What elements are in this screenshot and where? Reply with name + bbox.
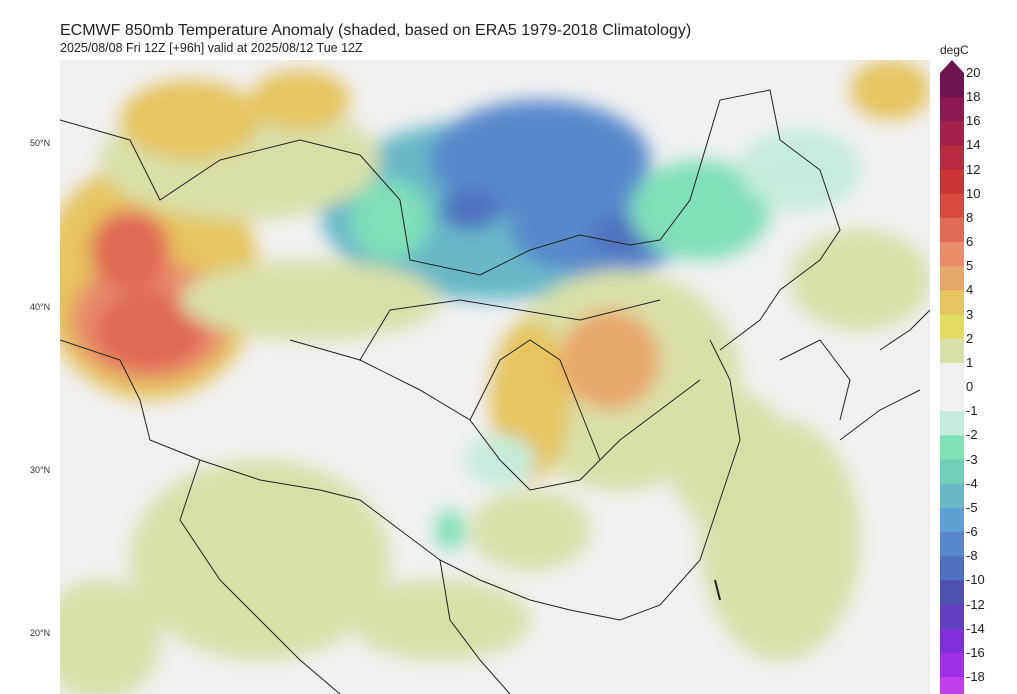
colorbar-tick-label: 2: [966, 330, 974, 346]
colorbar-tick-label: 1: [966, 354, 974, 370]
anomaly-region: [350, 580, 530, 660]
colorbar-tick-label: 10: [966, 185, 981, 201]
anomaly-region: [470, 490, 590, 570]
anomaly-region: [740, 130, 860, 210]
colorbar-tick-label: -6: [966, 524, 978, 540]
anomaly-region: [180, 260, 440, 340]
colorbar-tick-label: -12: [966, 596, 985, 612]
colorbar-bin: [940, 362, 964, 388]
colorbar-bin: [940, 556, 964, 581]
anomaly-region: [90, 210, 170, 290]
colorbar: [940, 60, 964, 694]
colorbar-tick-label: -1: [966, 403, 978, 419]
anomaly-region: [130, 460, 390, 660]
anomaly-region: [350, 180, 430, 260]
anomaly-region: [700, 420, 860, 660]
colorbar-tick-label: 6: [966, 234, 974, 250]
colorbar-bin: [940, 193, 964, 219]
anomaly-map: [60, 60, 930, 694]
colorbar-bin: [940, 652, 964, 678]
colorbar-bin: [940, 97, 964, 122]
colorbar-bin: [940, 290, 964, 316]
colorbar-tick-label: 5: [966, 258, 974, 274]
colorbar-bin: [940, 217, 964, 243]
country-borders: [60, 89, 930, 694]
colorbar-bin: [940, 459, 964, 485]
colorbar-tick-label: 12: [966, 161, 981, 177]
colorbar-tick-label: 3: [966, 306, 974, 322]
anomaly-field: [60, 60, 930, 694]
colorbar-bin: [940, 435, 964, 461]
colorbar-tick-label: 8: [966, 209, 974, 225]
colorbar-bin: [940, 604, 964, 630]
colorbar-tick-label: 18: [966, 89, 981, 105]
colorbar-bin: [940, 580, 964, 606]
colorbar-bin: [940, 73, 964, 98]
anomaly-region: [250, 70, 350, 130]
colorbar-tick-label: 4: [966, 282, 974, 298]
colorbar-tick-label: -8: [966, 548, 978, 564]
colorbar-bin: [940, 532, 964, 557]
lat-label-40n: 40°N: [30, 302, 51, 312]
anomaly-region: [790, 230, 930, 330]
anomaly-region: [60, 580, 160, 694]
colorbar-bin: [940, 266, 964, 291]
colorbar-unit: degC: [940, 43, 969, 57]
colorbar-tick-label: 16: [966, 113, 981, 129]
colorbar-bin: [940, 628, 964, 654]
colorbar-bin: [940, 483, 964, 509]
anomaly-region: [95, 290, 205, 370]
colorbar-bin: [940, 242, 964, 267]
colorbar-tick-label: -16: [966, 644, 985, 660]
colorbar-tick-label: -4: [966, 475, 978, 491]
colorbar-tick-label: -18: [966, 669, 985, 684]
colorbar-bin: [940, 145, 964, 171]
anomaly-region: [440, 190, 500, 230]
anomaly-region: [560, 310, 660, 410]
colorbar-extend-arrow: [940, 60, 964, 73]
colorbar-tick-label: 20: [966, 65, 981, 80]
lat-label-20n: 20°N: [30, 628, 51, 638]
colorbar-tick-label: 14: [966, 137, 981, 153]
colorbar-tick-label: -2: [966, 427, 978, 443]
colorbar-bin: [940, 677, 964, 694]
colorbar-bin: [940, 507, 964, 533]
colorbar-bin: [940, 411, 964, 436]
anomaly-region: [850, 60, 930, 120]
lat-label-50n: 50°N: [30, 138, 51, 148]
colorbar-bin: [940, 338, 964, 364]
colorbar-bin: [940, 169, 964, 195]
anomaly-region: [630, 160, 770, 260]
lat-label-30n: 30°N: [30, 465, 51, 475]
map-subtitle: 2025/08/08 Fri 12Z [+96h] valid at 2025/…: [60, 41, 363, 55]
colorbar-tick-label: -10: [966, 572, 985, 588]
anomaly-region: [120, 80, 260, 160]
anomaly-region: [435, 510, 465, 550]
colorbar-bin: [940, 314, 964, 340]
colorbar-tick-label: -5: [966, 499, 978, 515]
colorbar-tick-label: -3: [966, 451, 978, 467]
map-title: ECMWF 850mb Temperature Anomaly (shaded,…: [60, 22, 692, 39]
colorbar-tick-label: 0: [966, 379, 974, 395]
colorbar-tick-label: -14: [966, 620, 985, 636]
colorbar-bin: [940, 387, 964, 412]
colorbar-bin: [940, 121, 964, 146]
